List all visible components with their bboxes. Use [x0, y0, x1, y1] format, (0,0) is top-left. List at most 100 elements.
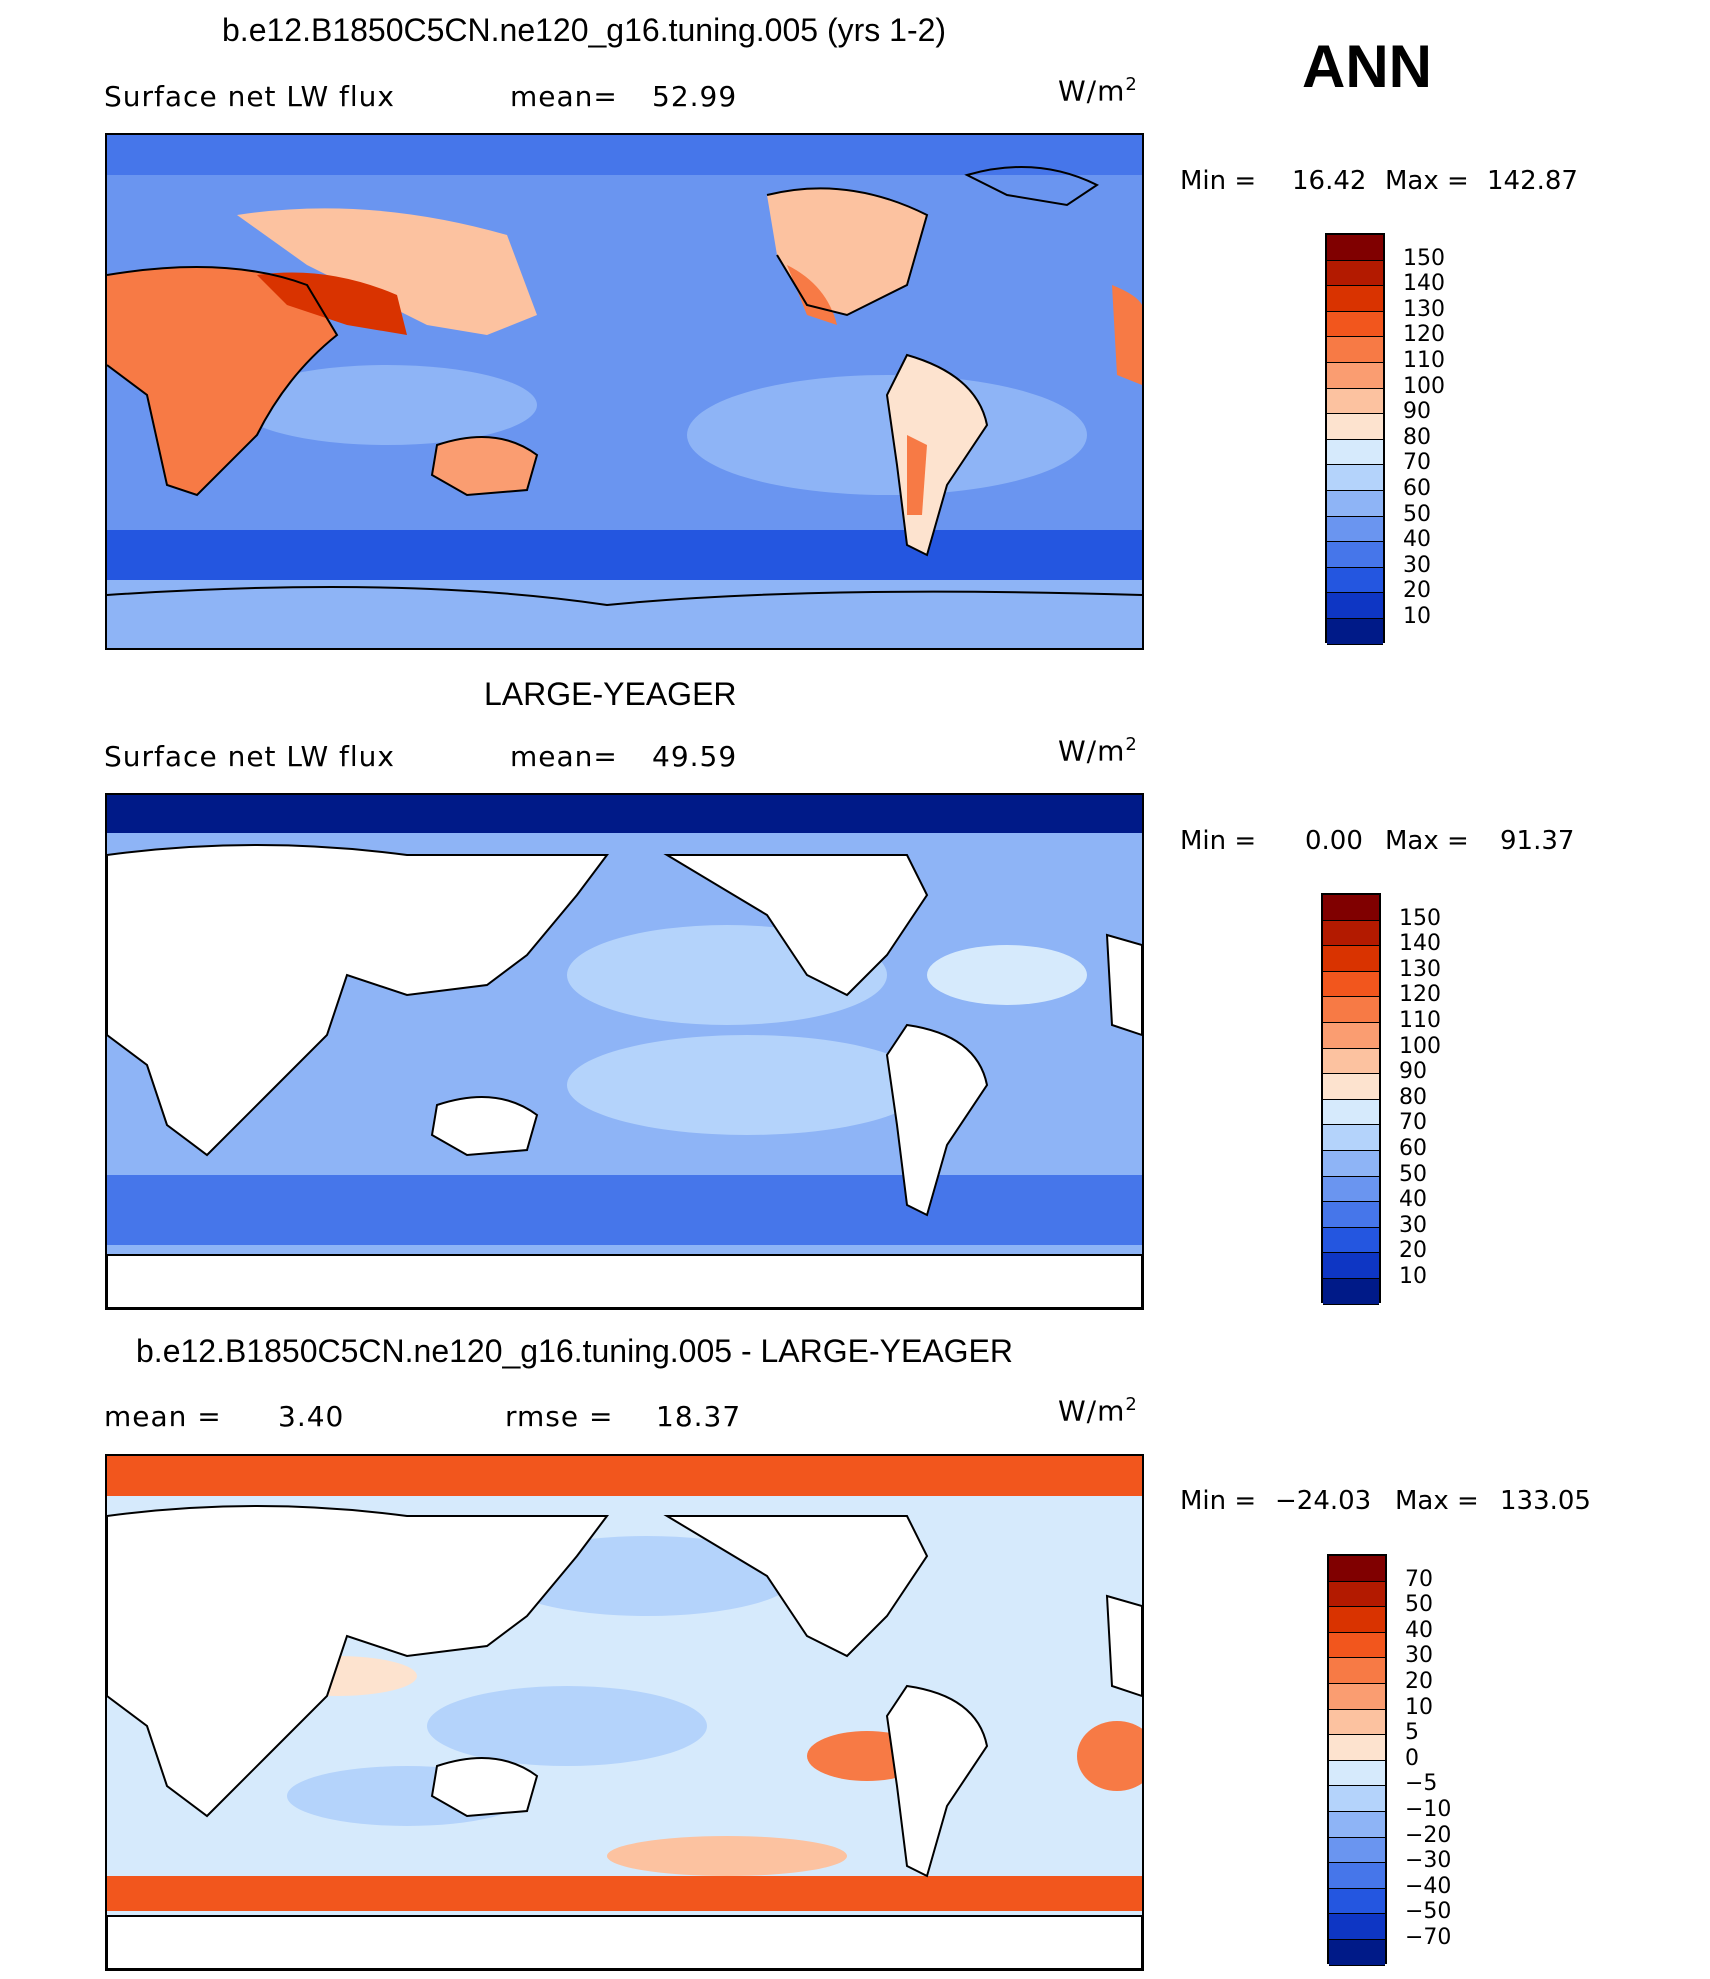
- legend-swatch: [1329, 1914, 1385, 1940]
- legend-swatch: [1323, 895, 1379, 921]
- legend-label: 20: [1403, 578, 1431, 604]
- panel-1-color-legend: [1325, 233, 1385, 645]
- legend-swatch: [1323, 1099, 1379, 1126]
- legend-swatch: [1327, 516, 1383, 543]
- legend-swatch: [1327, 260, 1383, 287]
- legend-swatch: [1323, 1150, 1379, 1177]
- legend-label: −40: [1405, 1873, 1452, 1899]
- panel-2-max-value: 91.37: [1500, 826, 1575, 856]
- panel-2-min-value: 0.00: [1305, 826, 1363, 856]
- legend-label: 70: [1403, 450, 1431, 476]
- legend-swatch: [1327, 439, 1383, 466]
- panel-1-units: W/m2: [1058, 74, 1138, 108]
- legend-swatch: [1329, 1735, 1385, 1761]
- panel-2-units: W/m2: [1058, 734, 1138, 768]
- panel-3-max-value: 133.05: [1500, 1486, 1591, 1516]
- season-label: ANN: [1302, 33, 1432, 100]
- panel-1-mean-value: 52.99: [652, 80, 738, 113]
- legend-swatch: [1329, 1760, 1385, 1787]
- legend-label: 110: [1403, 348, 1445, 373]
- legend-label: 10: [1405, 1694, 1433, 1720]
- legend-label: −20: [1405, 1822, 1452, 1848]
- legend-swatch: [1327, 618, 1383, 645]
- panel-3-color-legend: [1327, 1554, 1387, 1966]
- legend-swatch: [1323, 1278, 1379, 1305]
- legend-label: 0: [1405, 1745, 1419, 1771]
- legend-label: 10: [1403, 604, 1431, 629]
- legend-swatch: [1329, 1811, 1385, 1838]
- legend-label: −70: [1405, 1925, 1452, 1950]
- legend-label: −5: [1405, 1771, 1438, 1797]
- legend-label: 120: [1403, 322, 1445, 348]
- legend-swatch: [1327, 362, 1383, 389]
- legend-swatch: [1323, 971, 1379, 998]
- legend-swatch: [1323, 1202, 1379, 1228]
- legend-swatch: [1329, 1863, 1385, 1889]
- legend-label: 40: [1399, 1187, 1427, 1213]
- panel-3-rmse-label: rmse =: [505, 1400, 614, 1433]
- legend-swatch: [1329, 1888, 1385, 1915]
- legend-label: 60: [1399, 1136, 1427, 1161]
- legend-swatch: [1323, 1176, 1379, 1203]
- legend-swatch: [1329, 1786, 1385, 1812]
- legend-swatch: [1323, 946, 1379, 972]
- legend-label: 120: [1399, 982, 1441, 1008]
- panel-3-units: W/m2: [1058, 1394, 1138, 1428]
- legend-swatch: [1329, 1683, 1385, 1710]
- legend-label: 90: [1403, 399, 1431, 425]
- legend-swatch: [1327, 311, 1383, 338]
- legend-swatch: [1327, 490, 1383, 517]
- panel-1-min-value: 16.42: [1292, 166, 1367, 196]
- legend-swatch: [1327, 286, 1383, 312]
- legend-label: −10: [1405, 1797, 1452, 1822]
- legend-label: 130: [1399, 956, 1441, 982]
- legend-swatch: [1327, 567, 1383, 594]
- panel-2-min-label: Min =: [1180, 826, 1257, 856]
- panel-2-mean-label: mean=: [510, 740, 618, 773]
- legend-label: 150: [1399, 905, 1441, 931]
- legend-label: 30: [1405, 1643, 1433, 1669]
- legend-label: 60: [1403, 476, 1431, 501]
- legend-swatch: [1329, 1939, 1385, 1966]
- panel-3-min-label: Min =: [1180, 1486, 1257, 1516]
- panel-3-mean-label: mean =: [104, 1400, 222, 1433]
- legend-swatch: [1323, 920, 1379, 947]
- legend-label: 90: [1399, 1059, 1427, 1085]
- panel-1-title: b.e12.B1850C5CN.ne120_g16.tuning.005 (yr…: [222, 12, 947, 48]
- legend-swatch: [1323, 1227, 1379, 1254]
- panel-3-max-label: Max =: [1395, 1486, 1479, 1516]
- panel-3-mean-value: 3.40: [278, 1400, 345, 1433]
- legend-swatch: [1327, 414, 1383, 440]
- legend-swatch: [1329, 1658, 1385, 1684]
- legend-label: 110: [1399, 1008, 1441, 1033]
- panel-1-mean-label: mean=: [510, 80, 618, 113]
- legend-swatch: [1323, 997, 1379, 1023]
- legend-swatch: [1327, 388, 1383, 415]
- legend-swatch: [1327, 542, 1383, 568]
- legend-label: 50: [1405, 1592, 1433, 1618]
- panel-1-variable-label: Surface net LW flux: [104, 80, 395, 113]
- panel-2-variable-label: Surface net LW flux: [104, 740, 395, 773]
- legend-swatch: [1327, 465, 1383, 491]
- legend-label: 10: [1399, 1264, 1427, 1289]
- legend-label: 20: [1399, 1238, 1427, 1264]
- legend-label: 20: [1405, 1669, 1433, 1694]
- legend-swatch: [1329, 1607, 1385, 1633]
- legend-label: 100: [1403, 373, 1445, 399]
- legend-label: 100: [1399, 1033, 1441, 1059]
- legend-label: −50: [1405, 1899, 1452, 1925]
- panel-3-min-value: −24.03: [1275, 1486, 1372, 1516]
- panel-2-mean-value: 49.59: [652, 740, 738, 773]
- legend-label: 30: [1403, 552, 1431, 578]
- legend-label: 80: [1399, 1084, 1427, 1110]
- legend-swatch: [1323, 1253, 1379, 1279]
- legend-label: 140: [1403, 271, 1445, 297]
- legend-label: 140: [1399, 931, 1441, 957]
- legend-swatch: [1327, 593, 1383, 619]
- panel-1-max-label: Max =: [1385, 166, 1469, 196]
- legend-label: 50: [1403, 501, 1431, 527]
- legend-label: 30: [1399, 1212, 1427, 1238]
- legend-label: 70: [1399, 1110, 1427, 1136]
- legend-label: 40: [1403, 527, 1431, 553]
- legend-swatch: [1329, 1709, 1385, 1736]
